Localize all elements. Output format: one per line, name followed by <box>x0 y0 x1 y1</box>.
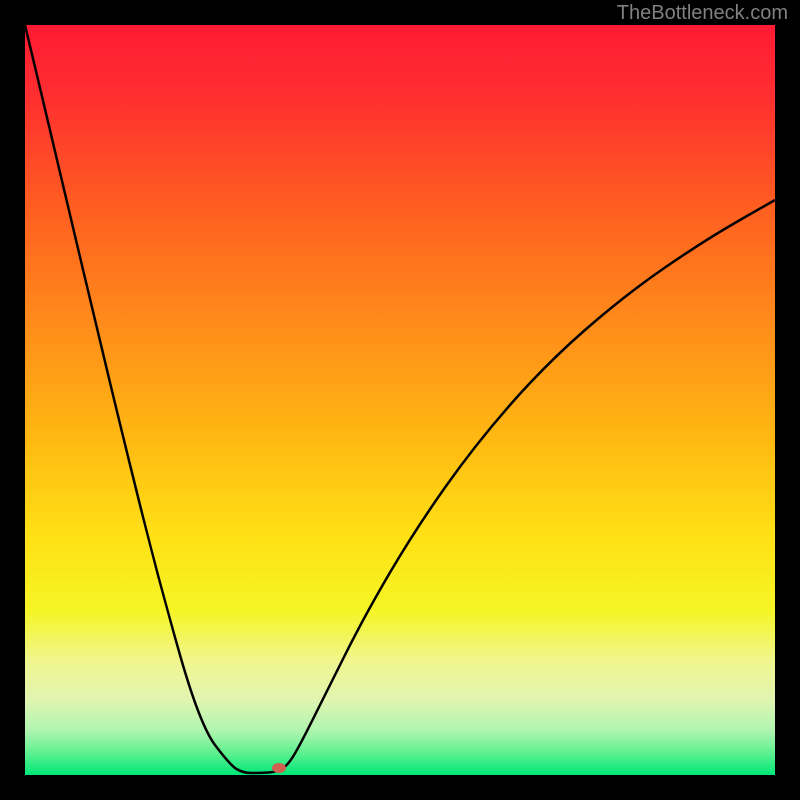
chart-frame <box>25 25 775 775</box>
watermark-text: TheBottleneck.com <box>617 2 788 25</box>
optimal-point-marker <box>272 763 286 773</box>
bottleneck-curve <box>25 25 775 775</box>
plot-area <box>25 25 775 775</box>
